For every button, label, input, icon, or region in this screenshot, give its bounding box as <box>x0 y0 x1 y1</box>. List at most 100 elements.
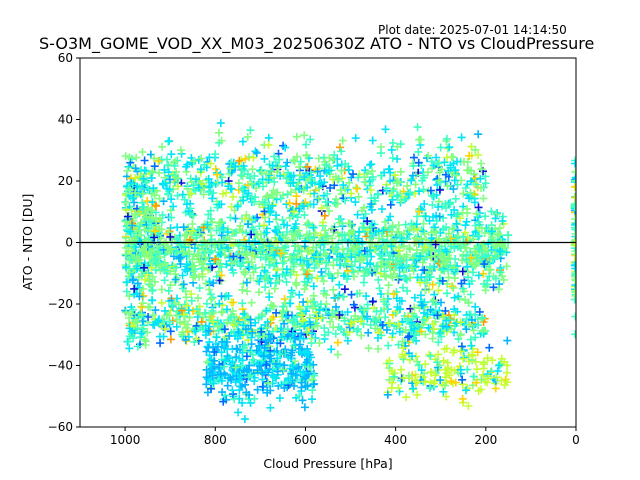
data-point <box>212 272 221 281</box>
data-point <box>194 294 202 303</box>
data-point <box>431 251 439 260</box>
data-point <box>448 282 457 291</box>
data-point <box>179 280 188 289</box>
data-point <box>280 361 289 370</box>
data-point <box>264 330 273 339</box>
data-point <box>161 306 169 315</box>
y-tick-label: −60 <box>48 420 73 434</box>
data-point <box>238 185 247 193</box>
data-point <box>417 327 426 336</box>
data-point <box>442 323 451 332</box>
data-point <box>439 213 448 222</box>
data-point <box>448 224 457 233</box>
data-point <box>245 237 254 245</box>
data-point <box>150 162 159 171</box>
data-point <box>438 259 447 268</box>
data-point <box>215 218 224 227</box>
data-point <box>282 228 291 236</box>
data-point <box>412 220 421 229</box>
data-point <box>295 162 304 171</box>
data-point <box>245 391 254 399</box>
data-point <box>452 319 461 328</box>
data-point <box>257 327 266 336</box>
data-point <box>296 157 305 166</box>
data-point <box>399 283 407 292</box>
data-point <box>122 189 131 198</box>
data-point <box>246 321 255 330</box>
data-point <box>263 191 272 200</box>
data-point <box>437 332 446 341</box>
data-point <box>424 168 432 177</box>
data-point <box>330 293 339 302</box>
data-point <box>295 348 304 357</box>
data-point <box>231 318 240 327</box>
data-point <box>394 252 403 260</box>
data-point <box>168 301 176 310</box>
data-point <box>271 359 280 368</box>
data-point <box>304 260 313 269</box>
data-point <box>167 245 176 254</box>
data-point <box>479 269 488 278</box>
data-point <box>408 253 417 262</box>
data-point <box>129 305 137 314</box>
data-point <box>172 173 181 182</box>
data-point <box>251 147 260 156</box>
data-point <box>230 395 239 404</box>
data-point <box>308 386 317 395</box>
data-point <box>319 245 328 254</box>
data-point <box>121 152 130 160</box>
data-point <box>439 356 448 365</box>
data-point <box>241 154 250 163</box>
data-point <box>133 261 142 270</box>
data-point <box>390 372 399 381</box>
data-point <box>201 253 210 262</box>
data-point <box>154 157 163 165</box>
data-point <box>209 189 218 198</box>
data-point <box>205 351 214 360</box>
data-point <box>433 311 442 320</box>
data-point <box>303 328 312 336</box>
data-point <box>252 346 261 355</box>
data-point <box>275 350 284 359</box>
data-point <box>240 166 249 175</box>
data-point <box>166 281 175 290</box>
data-point <box>240 214 249 223</box>
data-point <box>244 373 253 382</box>
data-point <box>145 277 154 286</box>
data-point <box>392 294 401 303</box>
data-point <box>309 282 318 291</box>
data-point <box>294 226 303 235</box>
data-point <box>306 235 315 244</box>
data-point <box>238 348 247 357</box>
y-axis-label: ATO - NTO [DU] <box>20 194 35 291</box>
data-point <box>453 157 461 166</box>
data-point <box>246 399 255 408</box>
data-point <box>229 192 238 201</box>
data-point <box>156 234 165 243</box>
data-point <box>225 253 234 262</box>
data-point <box>479 364 488 373</box>
data-point <box>251 264 260 272</box>
data-point <box>134 273 143 281</box>
data-point <box>172 234 181 243</box>
data-point <box>303 247 312 256</box>
data-point <box>373 240 382 249</box>
data-point <box>207 295 216 304</box>
data-point <box>325 166 333 175</box>
data-point <box>237 361 246 370</box>
data-point <box>368 136 377 145</box>
data-point <box>458 208 467 217</box>
data-point <box>161 324 170 333</box>
y-tick-label: 20 <box>58 174 73 188</box>
data-point <box>255 341 264 350</box>
data-point <box>460 157 468 166</box>
data-point <box>295 302 304 311</box>
data-point <box>386 212 395 221</box>
data-point <box>418 258 427 267</box>
data-point <box>165 317 174 326</box>
data-point <box>140 243 149 251</box>
data-point <box>309 200 318 209</box>
data-point <box>225 353 234 362</box>
data-point <box>283 158 292 167</box>
data-point <box>208 194 217 203</box>
